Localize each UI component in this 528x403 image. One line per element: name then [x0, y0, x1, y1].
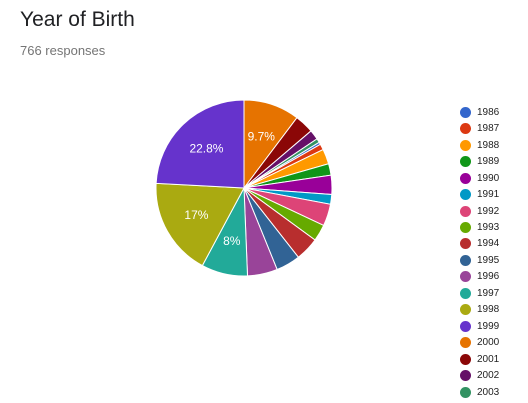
- legend-item-1989[interactable]: 1989: [460, 153, 499, 169]
- legend-label-1994: 1994: [477, 238, 500, 250]
- legend-swatch-1997: [460, 287, 471, 299]
- legend-item-1991[interactable]: 1991: [460, 186, 499, 202]
- legend-swatch-2001: [460, 353, 471, 365]
- legend-label-2000: 2000: [477, 337, 500, 349]
- legend-item-1986[interactable]: 1986: [460, 104, 499, 120]
- legend-swatch-1989: [460, 156, 471, 168]
- legend-swatch-2002: [460, 370, 471, 382]
- legend-swatch-1991: [460, 189, 471, 201]
- legend-swatch-1999: [460, 320, 471, 332]
- legend-item-1994[interactable]: 1994: [460, 236, 499, 252]
- slice-label-1997: 8%: [223, 234, 241, 248]
- legend-label-1990: 1990: [477, 172, 500, 184]
- legend-item-1992[interactable]: 1992: [460, 203, 499, 219]
- legend-item-1993[interactable]: 1993: [460, 219, 499, 235]
- legend-label-1996: 1996: [477, 271, 500, 283]
- legend-item-1996[interactable]: 1996: [460, 269, 499, 285]
- legend-label-1988: 1988: [477, 139, 500, 151]
- legend-label-1991: 1991: [477, 189, 500, 201]
- question-title: Year of Birth: [20, 8, 135, 31]
- legend-swatch-2000: [460, 337, 471, 349]
- legend-label-1993: 1993: [477, 222, 500, 234]
- legend-label-2001: 2001: [477, 353, 500, 365]
- legend-swatch-1993: [460, 222, 471, 234]
- legend-label-1995: 1995: [477, 254, 500, 266]
- legend-swatch-1998: [460, 304, 471, 316]
- response-count: 766 responses: [20, 43, 106, 58]
- legend-swatch-1994: [460, 238, 471, 250]
- legend-swatch-1990: [460, 172, 471, 184]
- legend-item-1999[interactable]: 1999: [460, 318, 499, 334]
- legend-swatch-1986: [460, 106, 471, 118]
- slice-label-1998: 17%: [184, 208, 208, 222]
- legend-item-2000[interactable]: 2000: [460, 335, 499, 351]
- legend-item-2003[interactable]: 2003: [460, 384, 499, 400]
- slice-label-2000: 9.7%: [248, 129, 276, 143]
- pie-slice-1999[interactable]: [155, 99, 245, 189]
- legend-label-1992: 1992: [477, 205, 500, 217]
- legend-item-1995[interactable]: 1995: [460, 252, 499, 268]
- legend-item-2001[interactable]: 2001: [460, 351, 499, 367]
- legend-item-2002[interactable]: 2002: [460, 368, 499, 384]
- pie-slice-1998[interactable]: [155, 182, 245, 267]
- slice-label-1999: 22.8%: [189, 141, 223, 155]
- legend-label-1989: 1989: [477, 156, 500, 168]
- legend-item-1998[interactable]: 1998: [460, 302, 499, 318]
- legend-label-1999: 1999: [477, 320, 500, 332]
- legend-item-1990[interactable]: 1990: [460, 170, 499, 186]
- chart-legend: 1986 1987 1988 1989 1990 1991 1992 1993 1994 1995…: [460, 104, 499, 400]
- legend-label-1987: 1987: [477, 123, 500, 135]
- legend-label-2003: 2003: [477, 386, 500, 398]
- legend-label-1998: 1998: [477, 304, 500, 316]
- legend-item-1987[interactable]: 1987: [460, 120, 499, 136]
- legend-label-2002: 2002: [477, 370, 500, 382]
- legend-swatch-1995: [460, 254, 471, 266]
- legend-swatch-1987: [460, 123, 471, 135]
- legend-label-1986: 1986: [477, 106, 500, 118]
- legend-item-1997[interactable]: 1997: [460, 285, 499, 301]
- legend-swatch-1992: [460, 205, 471, 217]
- legend-swatch-1996: [460, 271, 471, 283]
- legend-swatch-2003: [460, 386, 471, 398]
- legend-label-1997: 1997: [477, 287, 500, 299]
- legend-swatch-1988: [460, 139, 471, 151]
- legend-item-1988[interactable]: 1988: [460, 137, 499, 153]
